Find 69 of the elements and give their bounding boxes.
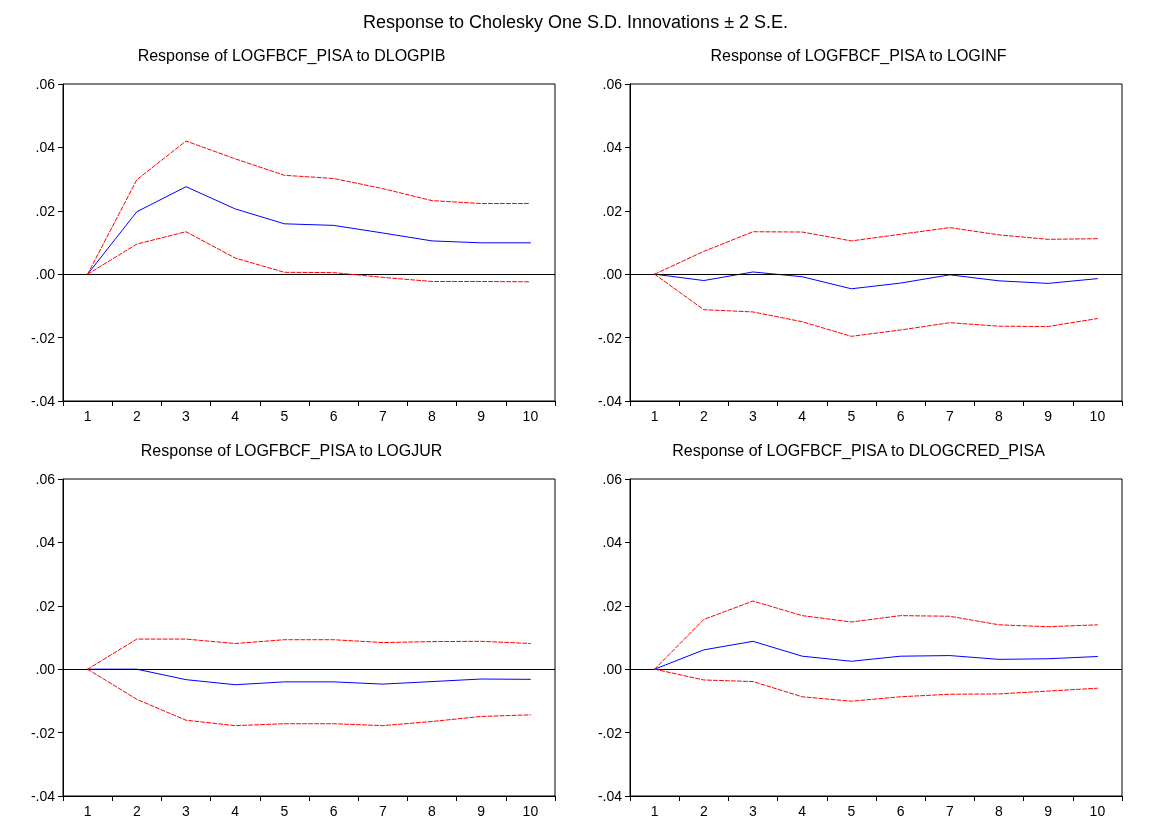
x-tick-label: 7: [945, 803, 954, 819]
y-tick-label: .00: [602, 661, 623, 678]
x-tick-label: 2: [132, 803, 141, 819]
y-tick-label: -.02: [30, 724, 56, 741]
x-tick-label: 7: [378, 408, 387, 424]
y-tick-label: .06: [35, 471, 56, 487]
x-tick-label: 5: [280, 803, 289, 819]
x-tick-label: 5: [847, 803, 856, 819]
x-tick-label: 4: [798, 408, 807, 424]
y-tick-label: .06: [602, 471, 623, 487]
x-tick-label: 5: [280, 408, 289, 424]
x-tick-label: 9: [477, 408, 486, 424]
y-tick-label: -.04: [30, 788, 56, 804]
x-tick-label: 8: [428, 803, 437, 819]
y-tick-label: -.04: [597, 788, 623, 804]
x-tick-label: 4: [798, 803, 807, 819]
x-tick-label: 6: [896, 803, 905, 819]
x-tick-label: 4: [231, 408, 240, 424]
x-tick-label: 9: [477, 803, 486, 819]
y-tick-label: .00: [602, 266, 623, 283]
x-tick-label: 4: [231, 803, 240, 819]
chart-title: Response of LOGFBCF_PISA to DLOGCRED_PISA: [672, 441, 1046, 460]
x-tick-label: 8: [995, 803, 1004, 819]
y-tick-label: .02: [602, 202, 623, 219]
y-tick-label: .06: [602, 76, 623, 92]
y-tick-label: .02: [602, 597, 623, 614]
chart-title: Response of LOGFBCF_PISA to LOGINF: [710, 46, 1007, 65]
chart-title: Response of LOGFBCF_PISA to DLOGPIB: [137, 46, 446, 65]
y-tick-label: .04: [602, 139, 623, 156]
y-tick-label: .02: [35, 597, 56, 614]
y-tick-label: -.02: [30, 329, 56, 346]
x-tick-label: 8: [995, 408, 1004, 424]
x-tick-label: 6: [896, 408, 905, 424]
x-tick-label: 1: [83, 803, 92, 819]
x-tick-label: 1: [650, 408, 659, 424]
y-tick-label: .00: [35, 266, 56, 283]
x-tick-label: 3: [749, 408, 758, 424]
y-tick-label: .04: [35, 534, 56, 551]
x-tick-label: 3: [749, 803, 758, 819]
x-tick-label: 7: [378, 803, 387, 819]
x-tick-label: 3: [182, 408, 191, 424]
x-tick-label: 9: [1044, 408, 1053, 424]
x-tick-label: 6: [329, 408, 338, 424]
x-tick-label: 5: [847, 408, 856, 424]
y-tick-label: -.02: [597, 724, 623, 741]
x-tick-label: 7: [945, 408, 954, 424]
y-tick-label: .04: [602, 534, 623, 551]
x-tick-label: 8: [428, 408, 437, 424]
x-tick-label: 10: [1089, 803, 1106, 819]
y-tick-label: .00: [35, 661, 56, 678]
y-tick-label: -.02: [597, 329, 623, 346]
x-tick-label: 2: [699, 408, 708, 424]
x-tick-label: 6: [329, 803, 338, 819]
y-tick-label: -.04: [30, 393, 56, 409]
text: Response to Cholesky One S.D. Innovations ± 2 S.E.: [361, 11, 790, 34]
x-tick-label: 10: [522, 803, 539, 819]
y-tick-label: .06: [35, 76, 56, 92]
y-tick-label: .02: [35, 202, 56, 219]
x-tick-label: 9: [1044, 803, 1053, 819]
y-tick-label: -.04: [597, 393, 623, 409]
x-tick-label: 2: [699, 803, 708, 819]
x-tick-label: 3: [182, 803, 191, 819]
x-tick-label: 2: [132, 408, 141, 424]
x-tick-label: 10: [1089, 408, 1106, 424]
x-tick-label: 1: [83, 408, 92, 424]
x-tick-label: 10: [522, 408, 539, 424]
x-tick-label: 1: [650, 803, 659, 819]
y-tick-label: .04: [35, 139, 56, 156]
chart-title: Response of LOGFBCF_PISA to LOGJUR: [140, 441, 443, 460]
